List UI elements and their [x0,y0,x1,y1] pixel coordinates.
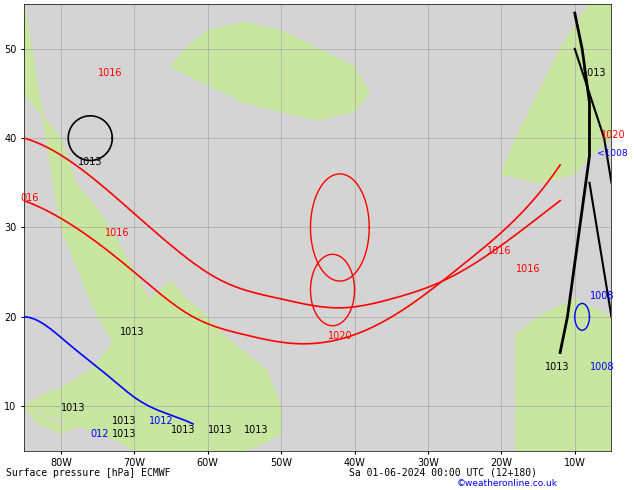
Text: 1020: 1020 [600,130,625,140]
Polygon shape [24,379,223,433]
Text: 1016: 1016 [516,264,541,274]
Text: 1013: 1013 [112,429,137,440]
Text: 1013: 1013 [171,425,195,435]
Text: 1012: 1012 [149,416,174,426]
Text: 016: 016 [20,193,39,203]
Text: 1013: 1013 [208,425,232,435]
Text: 1016: 1016 [487,246,511,256]
Text: 1013: 1013 [245,425,269,435]
Text: 012: 012 [90,429,109,440]
Text: <1008: <1008 [597,149,628,158]
Text: 1013: 1013 [61,403,86,413]
Text: 1020: 1020 [328,331,352,341]
Text: Surface pressure [hPa] ECMWF: Surface pressure [hPa] ECMWF [6,468,171,478]
Text: 1016: 1016 [105,228,129,239]
Text: 1016: 1016 [98,68,122,77]
Text: 1013: 1013 [582,68,607,77]
Polygon shape [501,4,611,183]
Polygon shape [24,281,281,451]
Polygon shape [24,4,223,433]
Polygon shape [171,22,369,120]
Text: 1008: 1008 [590,363,614,372]
Text: 1008: 1008 [590,291,614,301]
Polygon shape [516,299,611,451]
Text: 1013: 1013 [112,416,137,426]
Text: ©weatheronline.co.uk: ©weatheronline.co.uk [456,479,557,488]
Text: 1013: 1013 [120,327,144,337]
Text: Sa 01-06-2024 00:00 UTC (12+180): Sa 01-06-2024 00:00 UTC (12+180) [349,468,537,478]
Text: 1013: 1013 [78,157,103,167]
Text: 1013: 1013 [545,363,570,372]
